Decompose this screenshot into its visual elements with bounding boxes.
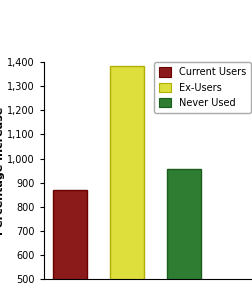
Bar: [53, 190, 87, 288]
Bar: [110, 66, 144, 288]
Legend: Current Users, Ex-Users, Never Used: Current Users, Ex-Users, Never Used: [154, 62, 251, 113]
Bar: [167, 169, 201, 288]
Y-axis label: Percentage Increase: Percentage Increase: [0, 107, 5, 235]
Text: Effects of MDMA Use on: Effects of MDMA Use on: [36, 14, 216, 27]
Text: Tryptophan Utilization: Tryptophan Utilization: [43, 39, 209, 52]
